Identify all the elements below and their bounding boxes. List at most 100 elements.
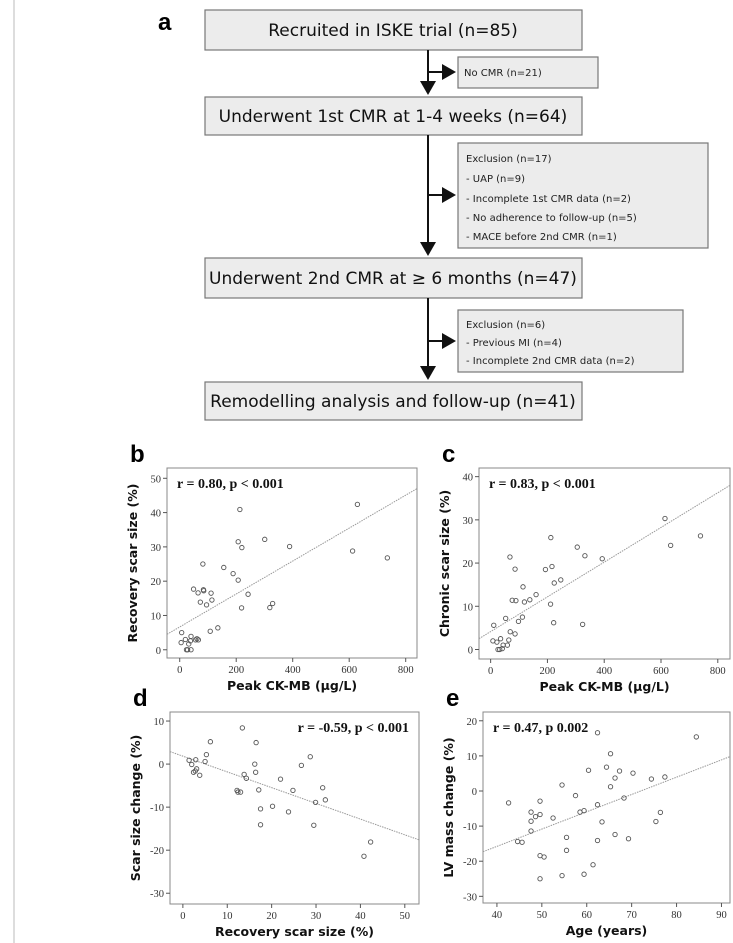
data-point bbox=[528, 818, 534, 824]
data-point bbox=[190, 586, 197, 592]
data-point bbox=[203, 751, 210, 758]
y-tick-label: 0 bbox=[472, 787, 477, 798]
flow-box-remodelling bbox=[204, 381, 583, 421]
data-point bbox=[528, 809, 534, 815]
flow-box-second-cmr-text: Underwent 2nd CMR at ≥ 6 months (n=47) bbox=[209, 269, 577, 289]
scatter-panel-b: b 0 200 400 600 800 0 10 20 30 40 50 Peak CK-MB (µg/… bbox=[125, 441, 418, 693]
data-point bbox=[551, 620, 557, 626]
y-tick-label: 10 bbox=[154, 717, 165, 728]
scatter-panel-c: c 0 200 400 600 800 0 10 20 30 40 Peak CK-MB (µg/L)… bbox=[437, 441, 731, 694]
side-box-exclusion-1 bbox=[457, 142, 709, 249]
data-point bbox=[241, 771, 247, 778]
x-tick-label: 200 bbox=[540, 666, 556, 677]
flow-box-remodelling-text: Remodelling analysis and follow-up (n=41… bbox=[210, 392, 576, 412]
x-tick-label: 40 bbox=[492, 910, 503, 921]
data-point bbox=[277, 776, 284, 782]
x-axis-label: Peak CK-MB (µg/L) bbox=[227, 678, 357, 693]
data-point bbox=[519, 839, 525, 845]
data-point bbox=[290, 787, 296, 793]
data-point bbox=[269, 803, 276, 809]
data-point bbox=[512, 631, 518, 637]
exclusion-1-line: - Incomplete 1st CMR data (n=2) bbox=[466, 194, 631, 205]
data-point bbox=[693, 734, 699, 740]
data-point bbox=[549, 563, 555, 570]
data-point bbox=[197, 599, 203, 605]
data-point bbox=[256, 787, 262, 793]
data-point bbox=[367, 839, 374, 845]
y-tick-label: 40 bbox=[151, 509, 162, 520]
x-tick-label: 0 bbox=[488, 666, 493, 677]
data-point bbox=[235, 577, 241, 583]
data-point bbox=[547, 601, 554, 607]
data-point bbox=[239, 544, 245, 551]
data-point bbox=[182, 636, 189, 643]
data-point bbox=[179, 629, 185, 636]
x-tick-label: 10 bbox=[222, 911, 233, 922]
x-tick-label: 40 bbox=[355, 911, 366, 922]
data-point bbox=[581, 808, 587, 814]
x-axis-label: Recovery scar size (%) bbox=[215, 924, 374, 939]
data-point bbox=[527, 597, 533, 603]
y-axis-label: Recovery scar size (%) bbox=[125, 484, 140, 643]
x-axis-label: Peak CK-MB (µg/L) bbox=[539, 679, 669, 694]
x-tick-label: 800 bbox=[710, 666, 726, 677]
data-point bbox=[558, 577, 564, 583]
data-point bbox=[590, 862, 596, 868]
data-point bbox=[585, 767, 592, 773]
y-tick-label: 40 bbox=[463, 473, 474, 484]
exclusion-1-line: Exclusion (n=17) bbox=[466, 154, 552, 165]
data-point bbox=[497, 636, 504, 642]
data-point bbox=[235, 539, 241, 545]
data-point bbox=[697, 533, 704, 539]
data-point bbox=[520, 584, 526, 590]
x-tick-label: 70 bbox=[626, 910, 637, 921]
data-point bbox=[532, 813, 539, 820]
data-point bbox=[194, 636, 200, 642]
data-point bbox=[537, 798, 543, 804]
plot-area bbox=[166, 467, 418, 659]
y-tick-label: -20 bbox=[150, 846, 164, 857]
data-point bbox=[215, 625, 221, 631]
y-tick-label: 20 bbox=[463, 559, 474, 570]
data-point bbox=[594, 837, 601, 844]
exclusion-1-line: - MACE before 2nd CMR (n=1) bbox=[466, 232, 617, 243]
data-point bbox=[193, 766, 200, 772]
data-point bbox=[207, 739, 214, 745]
data-point bbox=[572, 792, 579, 799]
x-tick-label: 400 bbox=[285, 665, 301, 676]
exclusion-1-line: - No adherence to follow-up (n=5) bbox=[466, 213, 637, 224]
x-tick-label: 90 bbox=[716, 910, 727, 921]
data-point bbox=[548, 534, 554, 541]
data-point bbox=[621, 795, 627, 801]
x-tick-label: 80 bbox=[671, 910, 682, 921]
x-tick-label: 20 bbox=[266, 911, 277, 922]
data-point bbox=[495, 646, 501, 653]
y-tick-label: 30 bbox=[463, 516, 474, 527]
y-axis-label: LV mass change (%) bbox=[441, 737, 456, 877]
data-point bbox=[515, 618, 522, 625]
y-tick-label: -10 bbox=[150, 803, 164, 814]
data-point bbox=[630, 770, 636, 776]
y-tick-label: -20 bbox=[463, 857, 477, 868]
data-point bbox=[286, 543, 293, 550]
plot-area bbox=[478, 467, 731, 660]
y-tick-label: -30 bbox=[463, 892, 477, 903]
data-point bbox=[311, 822, 317, 828]
data-point bbox=[612, 831, 618, 838]
data-point bbox=[252, 761, 258, 767]
data-point bbox=[550, 815, 556, 821]
y-tick-label: 0 bbox=[159, 760, 164, 771]
x-tick-label: 0 bbox=[180, 911, 185, 922]
data-point bbox=[262, 536, 268, 542]
data-point bbox=[625, 836, 632, 842]
correlation-annotation: r = 0.47, p 0.002 bbox=[493, 721, 588, 736]
data-point bbox=[581, 871, 587, 877]
data-point bbox=[237, 789, 244, 795]
y-tick-label: 10 bbox=[463, 602, 474, 613]
panel-label-c: c bbox=[442, 441, 455, 468]
data-point bbox=[503, 615, 509, 622]
data-point bbox=[384, 555, 390, 561]
data-point bbox=[221, 564, 227, 571]
data-point bbox=[186, 641, 192, 647]
